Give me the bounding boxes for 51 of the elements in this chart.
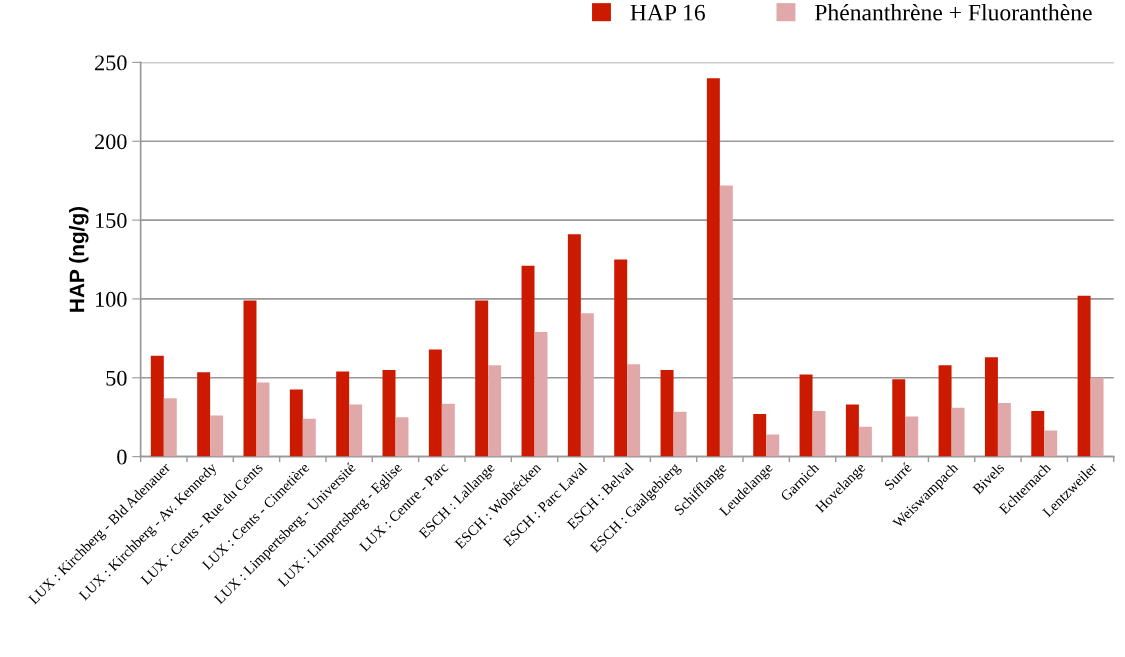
bar: [706, 78, 720, 457]
bar: [858, 426, 872, 457]
bar: [1031, 410, 1045, 457]
bar: [163, 398, 177, 457]
bar: [534, 332, 548, 457]
bar: [753, 414, 767, 457]
bar: [766, 434, 780, 457]
y-axis-title: HAP (ng/g): [69, 206, 89, 312]
bar: [475, 300, 489, 457]
bar: [349, 404, 363, 457]
legend-label: Phénanthrène + Fluoranthène: [814, 3, 1092, 21]
bar: [1044, 430, 1058, 457]
bar: [428, 349, 442, 457]
bar: [938, 365, 952, 457]
bar: [150, 355, 164, 457]
bar: [812, 410, 826, 457]
bar: [395, 417, 409, 457]
bar: [1090, 377, 1104, 457]
bar: [197, 372, 211, 457]
y-tick-label: 200: [95, 134, 127, 150]
bar: [243, 300, 257, 457]
bar: [302, 418, 316, 457]
bar: [984, 357, 998, 457]
bar: [673, 411, 687, 457]
bar: [580, 313, 594, 457]
bar: [614, 259, 628, 457]
bar: [567, 234, 581, 457]
bar: [256, 382, 270, 457]
bar: [336, 371, 350, 457]
bar: [905, 416, 919, 457]
bar: [210, 415, 224, 457]
bar: [997, 403, 1011, 457]
bar: [845, 404, 859, 457]
bar: [1077, 295, 1091, 457]
bar: [521, 265, 535, 457]
y-tick-label: 150: [96, 213, 127, 229]
bar: [289, 389, 303, 457]
y-tick-label: 100: [96, 291, 127, 307]
bar: [892, 379, 906, 457]
y-tick-label: 250: [95, 55, 127, 71]
bar: [441, 403, 455, 457]
bar: [382, 369, 396, 457]
bar: [719, 185, 733, 457]
bar: [660, 369, 674, 457]
bar: [627, 364, 641, 457]
legend-label: HAP 16: [630, 4, 705, 21]
bar: [799, 374, 813, 457]
y-tick-label: 0: [117, 449, 127, 465]
y-tick-label: 50: [106, 370, 127, 386]
bar: [951, 407, 965, 457]
bar: [488, 365, 502, 457]
